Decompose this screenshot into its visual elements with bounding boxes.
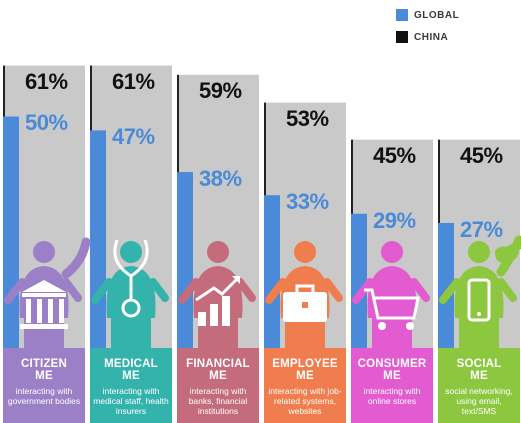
panel-title-line2: ME xyxy=(35,370,53,382)
panel-title-line1: FINANCIAL xyxy=(186,358,250,370)
panel-consumer: CONSUMER ME interacting with online store… xyxy=(351,348,433,423)
legend-item-global: GLOBAL xyxy=(396,4,459,26)
shopping-cart-icon xyxy=(364,288,420,330)
panel-description: interacting with online stores xyxy=(363,386,421,406)
global-value-label: 33% xyxy=(286,189,329,215)
person-figure-smartphone xyxy=(439,241,517,348)
global-bar xyxy=(177,172,193,348)
global-value-label: 50% xyxy=(25,110,68,136)
panel-medical: MEDICAL ME interacting with medical staff… xyxy=(90,348,172,423)
panel-title: SOCIAL ME xyxy=(438,358,520,382)
global-value-label: 47% xyxy=(112,124,155,150)
global-value-label: 27% xyxy=(460,216,503,242)
panel-title-line2: ME xyxy=(383,370,401,382)
panel-description: social networking, using email, text/SMS xyxy=(445,386,513,416)
panel-title-line1: CITIZEN xyxy=(20,358,68,370)
panel-description: interacting with government bodies xyxy=(7,386,81,406)
legend-label-china: CHINA xyxy=(414,31,449,43)
global-value-label: 29% xyxy=(373,207,416,233)
global-bar xyxy=(438,222,454,348)
legend-item-china: CHINA xyxy=(396,26,459,48)
panel-employee: EMPLOYEE ME interacting with job-related … xyxy=(264,348,346,423)
panel-title-line1: SOCIAL xyxy=(456,358,502,370)
panel-title: EMPLOYEE ME xyxy=(264,358,346,382)
person-figure-growth-chart xyxy=(178,241,256,348)
china-value-label: 45% xyxy=(460,142,503,168)
person-figure-stethoscope xyxy=(91,241,169,348)
panel-title: CONSUMER ME xyxy=(351,358,433,382)
panel-title: MEDICAL ME xyxy=(90,358,172,382)
legend-swatch-global xyxy=(396,9,408,21)
global-bar xyxy=(3,116,19,348)
panel-financial: FINANCIAL ME interacting with banks, fina… xyxy=(177,348,259,423)
growth-chart-icon xyxy=(195,276,240,326)
global-value-label: 38% xyxy=(199,166,242,192)
panel-title-line2: ME xyxy=(209,370,227,382)
legend: GLOBAL CHINA xyxy=(396,4,459,48)
panel-citizen: CITIZEN ME interacting with government bo… xyxy=(3,348,85,423)
china-value-label: 61% xyxy=(25,68,68,94)
bird-icon xyxy=(495,244,521,264)
panel-title: CITIZEN ME xyxy=(3,358,85,382)
china-value-label: 45% xyxy=(373,142,416,168)
china-value-label: 53% xyxy=(286,105,329,131)
panel-description: interacting with banks, financial instit… xyxy=(188,386,248,416)
panel-title-line1: CONSUMER xyxy=(357,358,427,370)
panel-title-line1: MEDICAL xyxy=(104,358,158,370)
global-bar xyxy=(351,213,367,348)
panel-social: SOCIAL ME social networking, using email,… xyxy=(438,348,520,423)
panel-title-line2: ME xyxy=(296,370,314,382)
government-building-icon xyxy=(20,237,91,329)
panel-description: interacting with medical staff, health i… xyxy=(93,386,169,416)
stethoscope-icon xyxy=(113,239,149,318)
legend-swatch-china xyxy=(396,31,408,43)
briefcase-icon xyxy=(283,284,327,322)
china-value-label: 59% xyxy=(199,77,242,103)
panel-description: interacting with job-related systems, we… xyxy=(268,386,342,416)
legend-label-global: GLOBAL xyxy=(414,9,460,21)
panel-title-line2: ME xyxy=(122,370,140,382)
panel-title: FINANCIAL ME xyxy=(177,358,259,382)
bars-layer xyxy=(3,65,520,349)
panel-title-line2: ME xyxy=(470,370,488,382)
china-value-label: 61% xyxy=(112,68,155,94)
panel-title-line1: EMPLOYEE xyxy=(272,358,338,370)
global-bar xyxy=(264,195,280,348)
figures-layer xyxy=(4,235,521,348)
global-bar xyxy=(90,130,106,348)
